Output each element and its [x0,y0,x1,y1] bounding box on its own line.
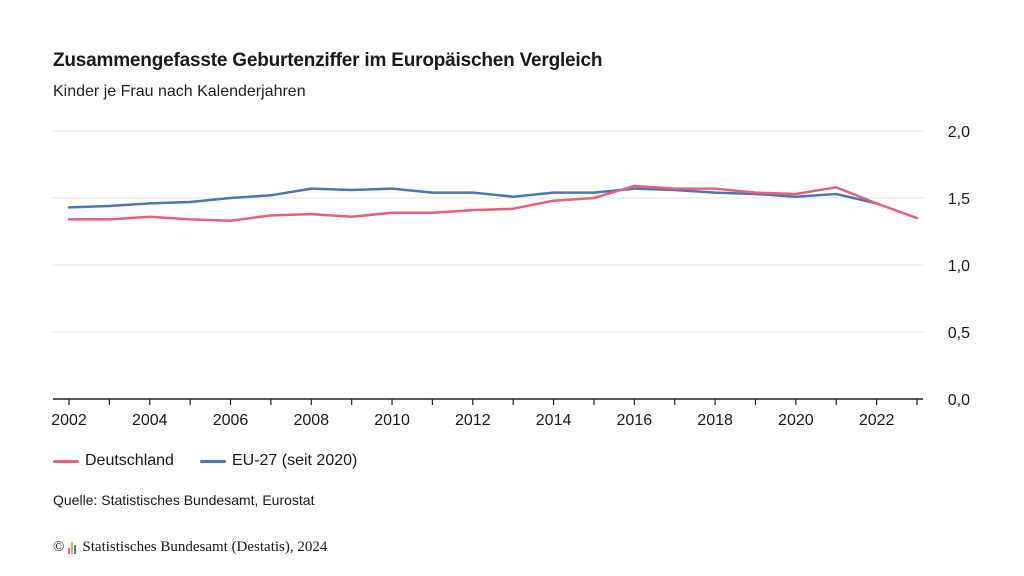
copyright-text: Statistisches Bundesamt (Destatis), 2024 [82,539,328,555]
copyright-symbol: © [53,539,65,555]
chart-title: Zusammengefasste Geburtenziffer im Europ… [53,50,603,71]
x-tick-label: 2012 [455,412,491,429]
legend-swatch-deutschland [53,459,79,463]
x-tick-label: 2010 [374,412,410,429]
logo-bar [68,547,71,554]
x-tick-label: 2018 [697,412,733,429]
y-tick-label: 1,5 [948,191,970,208]
y-tick-label: 1,0 [948,258,970,275]
legend: Deutschland EU-27 (seit 2020) [53,452,383,470]
x-tick-label: 2004 [132,412,168,429]
destatis-logo-icon [68,541,77,554]
series-line-deutschland [67,184,919,223]
x-tick-label: 2008 [293,412,329,429]
x-tick-label: 2002 [51,412,87,429]
y-tick-label: 0,5 [948,325,970,342]
y-tick-label: 2,0 [948,124,970,141]
legend-label-eu27: EU-27 (seit 2020) [231,452,358,469]
legend-item-eu27: EU-27 (seit 2020) [199,452,358,470]
legend-label-deutschland: Deutschland [85,452,174,469]
logo-bar [71,541,74,554]
x-tick-label: 2014 [536,412,572,429]
legend-item-deutschland: Deutschland [53,452,174,470]
logo-bar [74,544,77,554]
chart-subtitle: Kinder je Frau nach Kalenderjahren [53,83,306,100]
series-line-eu27 [67,187,878,209]
copyright-note: © Statistisches Bundesamt (Destatis), 20… [53,539,327,556]
x-tick-label: 2016 [617,412,653,429]
x-tick-label: 2022 [859,412,895,429]
y-tick-label: 0,0 [948,392,970,409]
legend-swatch-eu27 [199,459,226,463]
x-tick-label: 2006 [213,412,249,429]
source-note: Quelle: Statistisches Bundesamt, Eurosta… [53,492,315,508]
x-tick-label: 2020 [778,412,814,429]
